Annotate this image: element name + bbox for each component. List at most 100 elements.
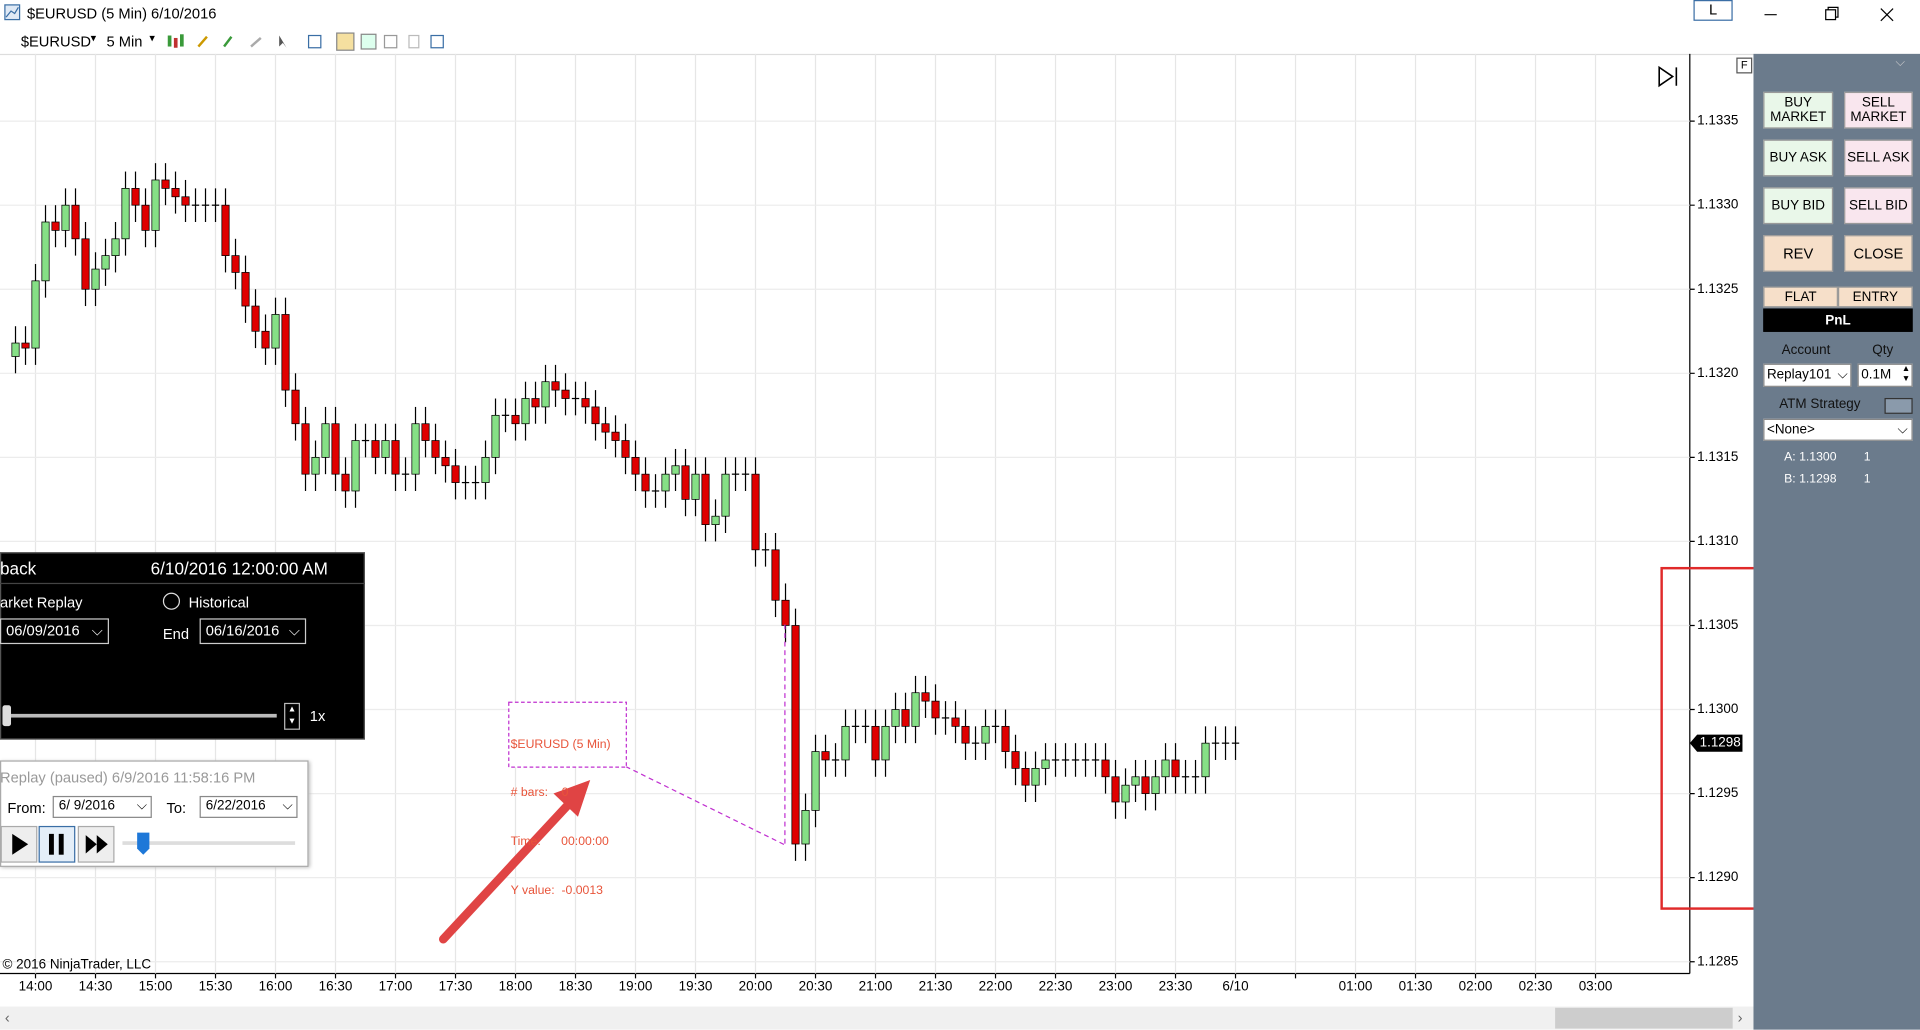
to-date[interactable]: 6/22/2016 ⌵ <box>199 795 298 818</box>
slider-thumb[interactable] <box>2 705 12 727</box>
speed-spinner[interactable]: ▲ ▼ <box>284 702 301 730</box>
atm-button[interactable] <box>1884 397 1913 414</box>
start-date[interactable]: 06/09/2016 ⌵ <box>0 618 109 645</box>
reverse[interactable]: REV <box>1763 235 1834 272</box>
app-icon <box>4 4 21 21</box>
replay-status: Replay (paused) 6/9/2016 11:58:16 PM <box>0 768 256 787</box>
candle-body <box>691 473 700 500</box>
replay-thumb[interactable] <box>137 832 150 855</box>
candle-body <box>701 473 710 525</box>
x-tick-label: 21:00 <box>859 979 893 994</box>
copyright: © 2016 NinjaTrader, LLC <box>2 957 152 973</box>
candle-body <box>821 751 830 761</box>
candle-body <box>251 305 260 332</box>
candle-body <box>661 473 670 492</box>
scroll-thumb[interactable] <box>1555 1007 1733 1029</box>
atm-label: ATM Strategy <box>1779 396 1861 412</box>
candle-body <box>711 515 720 525</box>
qty-input[interactable]: 0.1M ▲ ▼ <box>1857 363 1913 387</box>
entry[interactable]: ENTRY <box>1837 286 1913 308</box>
sell-ask[interactable]: SELL ASK <box>1844 139 1913 177</box>
candle-body <box>801 810 810 845</box>
candle-body <box>901 709 910 727</box>
x-tick-label: 19:00 <box>619 979 653 994</box>
y-tick-label: 1.1310 <box>1697 533 1738 548</box>
last-price-label: 1.1298 <box>1700 735 1741 750</box>
candle-body <box>521 398 530 425</box>
playback-slider[interactable] <box>6 713 277 718</box>
candle-body <box>261 330 270 349</box>
x-tick-label: 16:30 <box>319 979 353 994</box>
ruler-line-text: Time: 00:00:00 <box>510 835 609 850</box>
replay-slider[interactable] <box>122 841 296 845</box>
x-tick-label: 6/10 <box>1222 979 1248 994</box>
x-tick-label: 02:30 <box>1519 979 1553 994</box>
account-label: Account <box>1781 342 1831 358</box>
pause-button[interactable] <box>38 825 76 863</box>
flat[interactable]: FLAT <box>1763 286 1838 308</box>
x-tick-label: 15:00 <box>139 979 173 994</box>
scrollbar[interactable] <box>0 1006 1754 1030</box>
buy-market[interactable]: BUY MARKET <box>1763 91 1834 129</box>
from-date[interactable]: 6/ 9/2016 ⌵ <box>52 795 152 818</box>
candle-body <box>51 221 60 231</box>
candle-body <box>111 238 120 256</box>
buy-bid[interactable]: BUY BID <box>1763 187 1834 225</box>
x-tick-label: 17:30 <box>439 979 473 994</box>
ruler-line <box>625 765 786 846</box>
candle-body <box>231 255 240 273</box>
ruler-line-text: $EURUSD (5 Min) <box>510 737 611 752</box>
candle-body <box>911 692 920 727</box>
x-tick-label: 14:00 <box>19 979 53 994</box>
candle-body <box>641 473 650 492</box>
ruler-box <box>508 701 627 768</box>
y-tick-label: 1.1330 <box>1697 197 1738 212</box>
candle-body <box>31 280 40 349</box>
sell-market[interactable]: SELL MARKET <box>1844 91 1913 129</box>
x-tick-label: 23:30 <box>1159 979 1193 994</box>
candle-body <box>421 423 430 441</box>
historical-option[interactable]: Historical <box>188 593 249 612</box>
candle-body <box>621 440 630 458</box>
market-replay-option[interactable]: arket Replay <box>0 593 83 612</box>
account-select[interactable]: Replay101 ⌵ <box>1763 363 1852 387</box>
x-tick-label: 22:00 <box>979 979 1013 994</box>
buy-ask[interactable]: BUY ASK <box>1763 139 1834 177</box>
candle-body <box>541 381 550 408</box>
y-tick-label: 1.1295 <box>1697 785 1738 800</box>
link-button[interactable]: L <box>1693 0 1733 21</box>
candle-body <box>41 221 50 282</box>
candle-body <box>331 423 340 475</box>
panel-toggle[interactable]: F <box>1736 57 1753 74</box>
instrument-selector[interactable]: $EURUSD <box>20 33 92 51</box>
candle-body <box>341 473 350 492</box>
radio[interactable] <box>162 592 181 610</box>
atm-select[interactable]: <None> ⌵ <box>1763 418 1913 441</box>
candle-body <box>951 717 960 727</box>
candle-body <box>681 465 690 500</box>
forward-icon[interactable] <box>1658 65 1678 88</box>
playback-datetime: 6/10/2016 12:00:00 AM <box>150 558 328 578</box>
window-title: $EURUSD (5 Min) 6/10/2016 <box>26 4 217 23</box>
close-position[interactable]: CLOSE <box>1844 235 1913 272</box>
ruler-line-text: Y value: -0.0013 <box>510 884 603 898</box>
x-tick-label: 21:30 <box>919 979 953 994</box>
y-tick-label: 1.1290 <box>1697 869 1738 884</box>
ask-size: 1 <box>1863 450 1871 465</box>
x-tick-label: 16:00 <box>259 979 293 994</box>
candle-body <box>491 414 500 458</box>
candle-body <box>1041 759 1050 769</box>
restore[interactable] <box>1825 9 1837 21</box>
candle-body <box>511 414 520 425</box>
y-tick-label: 1.1325 <box>1697 281 1738 296</box>
candle-body <box>71 204 80 240</box>
candle-body <box>1141 776 1150 794</box>
candle-body <box>721 473 730 517</box>
bid-size: 1 <box>1863 472 1871 487</box>
candle-body <box>1021 768 1030 786</box>
interval-selector[interactable]: 5 Min <box>106 33 143 51</box>
candle-body <box>531 398 540 408</box>
candle-body <box>181 196 190 206</box>
sell-bid[interactable]: SELL BID <box>1844 187 1913 225</box>
end-date[interactable]: 06/16/2016 ⌵ <box>199 618 307 645</box>
